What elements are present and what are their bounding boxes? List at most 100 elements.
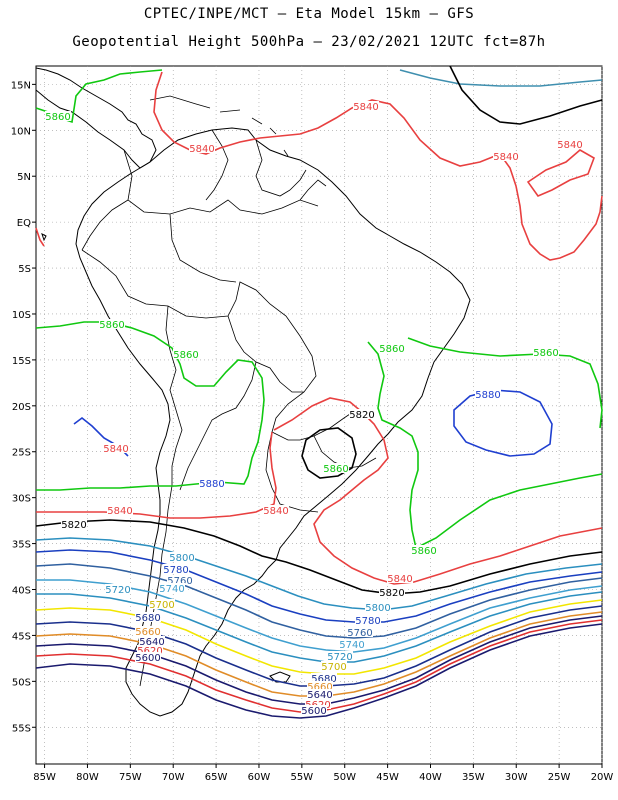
contour-label: 5740 [159,584,184,595]
lon-tick-label: 70W [162,772,185,783]
lat-tick-label: 15N [11,80,31,91]
contour-label: 5700 [321,662,346,673]
contour-labels: 5860 5840 5840 5840 5840 5860 5860 5860 5860 5880… [45,101,583,717]
contour-label: 5760 [167,576,192,587]
contour-label: 5720 [105,585,130,596]
contour-label-bg [107,505,133,515]
contour-label-bg [199,478,225,488]
contour-label-bg [139,636,165,646]
contour-label-bg [173,349,199,359]
contour-label-bg [169,552,195,562]
central-america-coast [35,67,157,169]
contour-5820-main [35,519,603,595]
lon-tick-label: 35W [462,772,485,783]
contour-label: 5660 [135,627,160,638]
contour-label: 5660 [307,682,332,693]
lon-tick-label: 60W [248,772,271,783]
contour-label: 5640 [139,637,164,648]
lon-tick-label: 55W [291,772,314,783]
contour-5860-west [35,321,265,491]
map-title: CPTEC/INPE/MCT – Eta Model 15km – GFS [143,6,475,22]
lat-tick-label: 40S [12,586,31,597]
contour-5840-islet [526,149,595,197]
contour-5800 [35,537,603,611]
contour-5820-lobe [301,427,357,479]
contour-label-bg [557,139,583,149]
contour-label-bg [379,343,405,353]
lat-tick-label: 10S [12,310,31,321]
contour-label-bg [163,564,189,574]
contour-5600 [35,623,603,719]
contour-label-bg [301,705,327,715]
lat-tick-label: 45S [12,631,31,642]
contour-label-bg [339,639,365,649]
contour-label-bg [321,661,347,671]
contour-label: 5620 [137,646,162,657]
contour-label-bg [379,587,405,597]
lat-tick-label: 5N [17,172,31,183]
contour-5720 [36,591,603,663]
lat-tick-label: 15S [12,356,31,367]
contour-label-bg [135,652,161,662]
contour-label: 5820 [349,410,374,421]
contour-5840-north [153,71,603,261]
contour-label-bg [355,615,381,625]
contour-label-bg [323,463,349,473]
lat-tick-label: 35S [12,540,31,551]
contour-label-bg [493,151,519,161]
contour-label: 5680 [311,674,336,685]
lat-tick-label: EQ [17,218,31,229]
contour-label: 5840 [103,444,128,455]
contour-5780 [35,549,603,623]
contour-label: 5720 [327,652,352,663]
contour-5820-ne [449,65,603,125]
contour-label: 5680 [135,613,160,624]
lon-tick-label: 50W [333,772,356,783]
contour-5760 [35,563,603,639]
lat-tick-label: 5S [18,264,31,275]
contour-5840-middle [273,397,603,585]
contour-label: 5840 [353,102,378,113]
contour-label-bg [311,673,337,683]
contour-label-bg [159,583,185,593]
contour-label: 5780 [163,565,188,576]
contour-label: 5740 [339,640,364,651]
contour-label: 5840 [189,144,214,155]
contour-5840-west [35,227,45,247]
contour-label: 5860 [533,348,558,359]
contour-label: 5840 [263,506,288,517]
caribbean-islands [149,95,289,157]
lat-tick-label: 10N [11,126,31,137]
lon-tick-label: 75W [119,772,142,783]
contour-label-bg [135,612,161,622]
map-subtitle: Geopotential Height 500hPa – 23/02/2021 … [72,34,546,50]
galapagos-islands [41,233,47,242]
contour-label: 5800 [169,553,194,564]
contour-label-bg [99,319,125,329]
contour-label-bg [475,389,501,399]
contour-label: 5800 [365,603,390,614]
lat-tick-label: 20S [12,402,31,413]
lon-tick-label: 40W [419,772,442,783]
contour-label: 5840 [493,152,518,163]
contour-label: 5600 [301,706,326,717]
contour-label: 5820 [61,520,86,531]
contour-label: 5860 [45,112,70,123]
contour-5740 [36,579,603,653]
contour-label: 5780 [355,616,380,627]
contour-label-bg [45,111,71,121]
lon-tick-label: 85W [33,772,56,783]
lon-tick-label: 45W [376,772,399,783]
lat-tick-label: 30S [12,494,31,505]
contour-label-bg [137,645,163,655]
contour-5840-south-am [36,431,277,519]
contour-label-bg [167,575,193,585]
contour-label-bg [305,699,331,709]
contour-label-bg [263,505,289,515]
contour-label-bg [327,651,353,661]
contour-label: 5860 [323,464,348,475]
contour-label-bg [307,689,333,699]
contour-label: 5760 [347,628,372,639]
contour-label-bg [365,602,391,612]
